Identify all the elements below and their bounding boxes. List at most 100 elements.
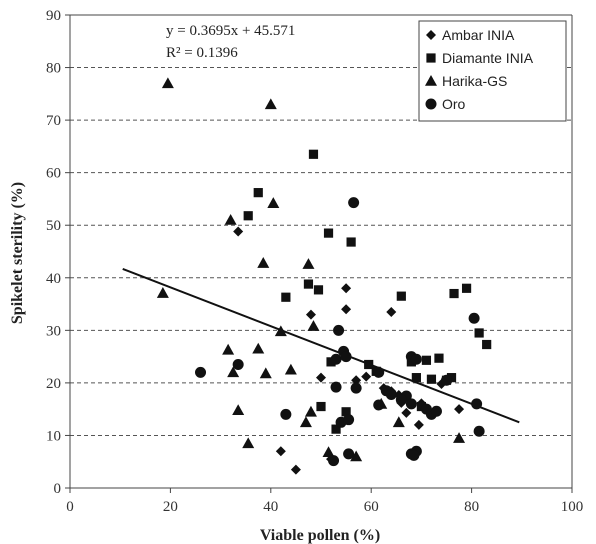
data-point-diamond-5: [316, 372, 326, 383]
y-tick-label-40: 40: [46, 271, 61, 287]
data-point-square-13: [434, 353, 444, 363]
legend: Ambar INIA Diamante INIA Harika-GS Oro: [418, 20, 567, 122]
y-tick-label-0: 0: [54, 481, 62, 497]
data-point-circle-0: [348, 197, 360, 209]
data-point-circle-17: [343, 414, 355, 426]
trendline-group: [122, 267, 520, 424]
data-point-triangle-13: [284, 363, 297, 375]
data-point-square-25: [341, 407, 351, 417]
data-point-square-10: [449, 288, 459, 299]
data-point-square-4: [346, 237, 356, 247]
data-point-circle-15: [280, 408, 292, 420]
y-tick-label-90: 90: [46, 8, 61, 24]
legend-box: [418, 20, 567, 122]
data-point-circle-24: [441, 374, 452, 386]
data-point-triangle-21: [392, 416, 405, 428]
data-point-triangle-16: [299, 416, 312, 428]
series-circle: [195, 197, 485, 467]
legend-label-diamond: Ambar INIA: [442, 27, 515, 43]
data-point-triangle-4: [257, 257, 270, 268]
data-points: [156, 77, 492, 475]
data-point-triangle-15: [242, 437, 255, 449]
x-tick-label-40: 40: [263, 499, 278, 515]
tick-labels: 0 10 20 30 40 50 60 70 80 90 0 20 40 60 80 100: [46, 8, 583, 515]
x-tick-label-20: 20: [163, 499, 178, 515]
data-point-square-22: [426, 374, 437, 384]
trendline: [122, 267, 520, 424]
data-point-diamond-13: [413, 419, 424, 430]
data-point-diamond-6: [351, 375, 362, 386]
data-point-diamond-7: [361, 371, 372, 382]
y-axis-label: Spikelet sterility (%): [9, 182, 26, 324]
data-point-diamond-1: [341, 283, 352, 294]
data-point-diamond-12: [401, 407, 412, 418]
data-point-diamond-2: [305, 309, 316, 320]
legend-label-square: Diamante INIA: [442, 50, 534, 66]
legend-label-circle: Oro: [442, 96, 466, 112]
x-axis-label: Viable pollen (%): [260, 527, 380, 544]
y-tick-label-30: 30: [46, 323, 61, 339]
axes: [65, 14, 573, 493]
data-point-circle-5: [330, 353, 342, 365]
data-point-circle-3: [333, 324, 345, 336]
data-point-triangle-9: [222, 343, 235, 355]
data-point-circle-23: [430, 405, 442, 417]
legend-marker-square: [426, 53, 436, 63]
data-point-circle-18: [373, 399, 385, 411]
legend-marker-diamond: [426, 30, 436, 40]
data-point-triangle-0: [161, 77, 174, 89]
data-point-square-2: [243, 211, 253, 221]
data-point-circle-25: [468, 312, 480, 324]
data-point-circle-2: [232, 358, 244, 370]
y-tick-label-10: 10: [46, 428, 61, 444]
data-point-square-18: [326, 357, 336, 367]
data-point-triangle-1: [264, 98, 277, 110]
data-point-diamond-0: [233, 226, 244, 237]
data-point-square-0: [308, 149, 319, 159]
y-tick-label-70: 70: [46, 113, 61, 129]
data-point-triangle-19: [322, 446, 335, 458]
data-point-triangle-22: [453, 432, 466, 443]
data-point-square-7: [281, 292, 291, 302]
data-point-circle-30: [328, 455, 340, 467]
data-point-circle-7: [330, 381, 342, 393]
r-squared-annotation: R² = 0.1396: [166, 45, 238, 61]
y-tick-label-80: 80: [46, 61, 61, 77]
data-point-square-26: [416, 401, 426, 412]
data-point-square-11: [474, 328, 484, 338]
legend-marker-circle: [425, 98, 437, 110]
data-point-square-9: [461, 283, 472, 293]
data-point-square-14: [421, 355, 432, 365]
data-point-circle-9: [373, 366, 385, 378]
data-point-triangle-11: [227, 366, 240, 378]
series-triangle: [156, 77, 466, 462]
data-point-square-21: [411, 373, 421, 383]
data-point-square-19: [446, 373, 457, 383]
data-point-square-1: [253, 188, 263, 198]
data-point-circle-8: [350, 382, 362, 394]
x-tick-label-100: 100: [561, 499, 584, 515]
data-point-square-6: [313, 285, 324, 295]
y-tick-label-50: 50: [46, 218, 61, 234]
data-point-square-5: [303, 279, 314, 289]
y-tick-label-20: 20: [46, 376, 61, 392]
data-point-circle-6: [340, 351, 352, 363]
data-point-triangle-12: [259, 367, 272, 379]
data-point-square-16: [364, 359, 374, 370]
legend-marker-triangle: [425, 75, 437, 86]
data-point-circle-31: [343, 448, 355, 460]
data-point-diamond-4: [386, 306, 397, 317]
data-point-square-12: [482, 339, 492, 350]
data-point-square-8: [396, 291, 406, 301]
data-point-circle-27: [473, 425, 485, 437]
data-point-triangle-2: [267, 197, 280, 208]
data-point-triangle-6: [156, 287, 169, 298]
data-point-circle-1: [195, 366, 207, 378]
x-tick-label-80: 80: [464, 499, 479, 515]
data-point-square-3: [323, 228, 334, 238]
data-point-square-23: [316, 401, 326, 412]
data-point-triangle-20: [350, 450, 363, 462]
data-point-square-24: [331, 424, 341, 434]
data-point-circle-26: [471, 398, 483, 410]
data-point-circle-20: [405, 398, 417, 410]
